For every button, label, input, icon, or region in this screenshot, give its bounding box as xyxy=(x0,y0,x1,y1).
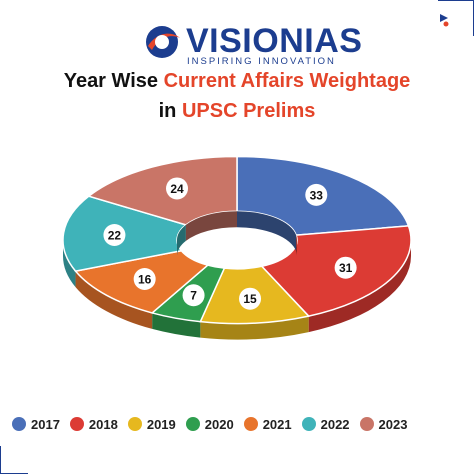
page-title-line-1: Year Wise Current Affairs Weightage xyxy=(0,70,474,93)
brand-name: VISIONIAS xyxy=(186,22,362,61)
data-label-2022: 22 xyxy=(108,228,122,242)
slice-inner-wall-2018 xyxy=(296,235,297,256)
legend-label: 2021 xyxy=(262,416,292,432)
slice-side-2019 xyxy=(200,316,309,340)
corner-decoration xyxy=(438,0,474,36)
data-label-2020: 7 xyxy=(190,289,197,303)
data-label-badge xyxy=(166,177,189,200)
title-plain: in xyxy=(158,100,182,122)
legend-item-2017: 2017 xyxy=(12,417,60,432)
data-label-badge xyxy=(103,223,126,246)
data-label-2021: 16 xyxy=(138,273,152,287)
title-highlight: UPSC Prelims xyxy=(181,100,316,122)
slice-inner-wall-2017 xyxy=(237,211,297,252)
legend-item-2022: 2022 xyxy=(301,416,350,432)
chart-legend: 2017 2018 2019 2020 2021 2022 2023 xyxy=(12,412,472,436)
legend-label: 2023 xyxy=(378,416,408,432)
legend-item-2020: 2020 xyxy=(185,416,234,432)
legend-swatch xyxy=(301,417,316,431)
slice-inner-wall-2022 xyxy=(177,224,186,256)
legend-item-2023: 2023 xyxy=(359,416,408,432)
legend-label: 2022 xyxy=(320,416,350,432)
vision-ias-logo-icon xyxy=(146,26,180,58)
slice-side-2021 xyxy=(75,271,153,329)
legend-swatch xyxy=(243,417,258,431)
slice-side-2020 xyxy=(152,312,201,338)
legend-label: 2020 xyxy=(204,416,234,432)
data-label-badge xyxy=(334,256,357,279)
legend-item-2018: 2018 xyxy=(69,416,118,432)
legend-swatch xyxy=(12,417,26,431)
legend-swatch xyxy=(359,417,374,431)
legend-label: 2018 xyxy=(88,416,118,432)
corner-decoration xyxy=(0,446,28,474)
data-label-2019: 15 xyxy=(243,292,257,306)
legend-label: 2019 xyxy=(146,416,176,432)
legend-item-2021: 2021 xyxy=(243,416,292,432)
brand-tagline: INSPIRING INNOVATION xyxy=(187,56,336,67)
slice-side-2018 xyxy=(308,240,411,333)
title-highlight: Current Affairs Weightage xyxy=(163,70,411,92)
brand-first: VISION xyxy=(186,22,305,60)
data-label-badge xyxy=(182,284,205,307)
data-label-badge xyxy=(133,268,156,291)
data-label-badge xyxy=(239,287,262,310)
legend-item-2019: 2019 xyxy=(127,416,176,432)
brand-second: IAS xyxy=(304,22,363,60)
data-label-2023: 24 xyxy=(170,182,184,196)
title-plain: Year Wise xyxy=(63,70,164,92)
doughnut-chart: 33 31 15 7 16 22 24 xyxy=(62,155,412,340)
data-label-2017: 33 xyxy=(310,188,324,202)
legend-swatch xyxy=(69,417,84,431)
legend-label: 2017 xyxy=(31,416,60,432)
slice-inner-wall-2023 xyxy=(185,211,237,241)
page-title-line-2: in UPSC Prelims xyxy=(0,100,474,123)
data-label-2018: 31 xyxy=(339,261,353,275)
data-label-badge xyxy=(305,183,328,206)
legend-swatch xyxy=(185,417,200,431)
legend-swatch xyxy=(127,417,142,431)
